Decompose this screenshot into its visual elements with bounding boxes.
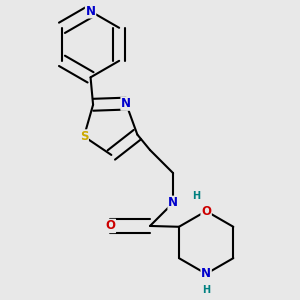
Text: N: N	[121, 97, 131, 110]
Text: O: O	[201, 205, 211, 218]
Text: N: N	[168, 196, 178, 209]
Text: O: O	[105, 220, 116, 232]
Text: N: N	[85, 5, 96, 18]
Text: N: N	[201, 267, 211, 280]
Text: H: H	[202, 285, 210, 295]
Text: S: S	[80, 130, 88, 143]
Text: H: H	[192, 191, 200, 201]
